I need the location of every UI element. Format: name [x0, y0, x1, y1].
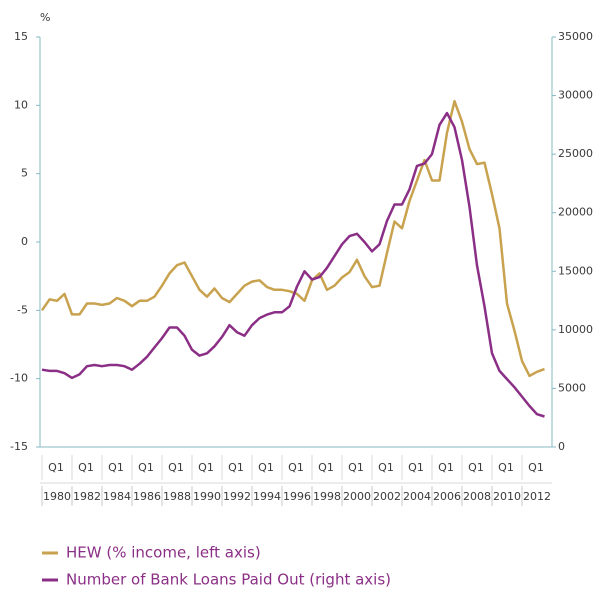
- y2-tick-label: 15000: [558, 264, 593, 277]
- x-tick-label: Q1: [438, 461, 454, 474]
- y2-tick-label: 30000: [558, 89, 593, 102]
- x-tick-label: Q1: [228, 461, 244, 474]
- x-year-label: 2012: [523, 490, 551, 503]
- x-year-label: 2002: [373, 490, 401, 503]
- x-year-label: 1994: [253, 490, 281, 503]
- y2-tick-label: 5000: [558, 381, 586, 394]
- x-year-label: 1998: [313, 490, 341, 503]
- x-tick-label: Q1: [498, 461, 514, 474]
- x-year-label: 1980: [43, 490, 71, 503]
- y-tick-label: 5: [21, 167, 28, 180]
- x-year-label: 2010: [493, 490, 521, 503]
- x-tick-label: Q1: [528, 461, 544, 474]
- y2-tick-label: 0: [558, 440, 565, 453]
- y2-tick-label: 35000: [558, 30, 593, 43]
- x-tick-label: Q1: [108, 461, 124, 474]
- x-year-label: 1988: [163, 490, 191, 503]
- x-tick-label: Q1: [168, 461, 184, 474]
- x-tick-label: Q1: [318, 461, 334, 474]
- y-tick-label: -10: [10, 372, 28, 385]
- series-line: [41, 111, 545, 418]
- legend-label: Number of Bank Loans Paid Out (right axi…: [66, 571, 391, 589]
- x-tick-label: Q1: [348, 461, 364, 474]
- x-tick-label: Q1: [138, 461, 154, 474]
- x-year-label: 1986: [133, 490, 161, 503]
- x-year-label: 1996: [283, 490, 311, 503]
- y-tick-label: 15: [14, 30, 28, 43]
- y-tick-label: -15: [10, 440, 28, 453]
- series-line: [40, 99, 545, 378]
- x-tick-label: Q1: [288, 461, 304, 474]
- x-tick-label: Q1: [408, 461, 424, 474]
- y-tick-label: 10: [14, 98, 28, 111]
- x-tick-label: Q1: [198, 461, 214, 474]
- x-year-label: 2008: [463, 490, 491, 503]
- y2-tick-label: 10000: [558, 323, 593, 336]
- x-tick-label: Q1: [78, 461, 94, 474]
- y-tick-label: -5: [17, 303, 28, 316]
- x-year-label: 1992: [223, 490, 251, 503]
- x-tick-label: Q1: [468, 461, 484, 474]
- x-year-label: 1990: [193, 490, 221, 503]
- x-tick-label: Q1: [258, 461, 274, 474]
- legend-label: HEW (% income, left axis): [66, 544, 261, 562]
- x-year-label: 1984: [103, 490, 131, 503]
- y-tick-label: 0: [21, 235, 28, 248]
- y-axis-label: %: [40, 11, 50, 24]
- x-tick-label: Q1: [378, 461, 394, 474]
- y2-tick-label: 25000: [558, 147, 593, 160]
- x-year-label: 2000: [343, 490, 371, 503]
- x-year-label: 2004: [403, 490, 431, 503]
- legend: HEW (% income, left axis) Number of Bank …: [42, 544, 391, 589]
- x-tick-label: Q1: [48, 461, 64, 474]
- x-year-label: 1982: [73, 490, 101, 503]
- y2-tick-label: 20000: [558, 206, 593, 219]
- x-year-label: 2006: [433, 490, 461, 503]
